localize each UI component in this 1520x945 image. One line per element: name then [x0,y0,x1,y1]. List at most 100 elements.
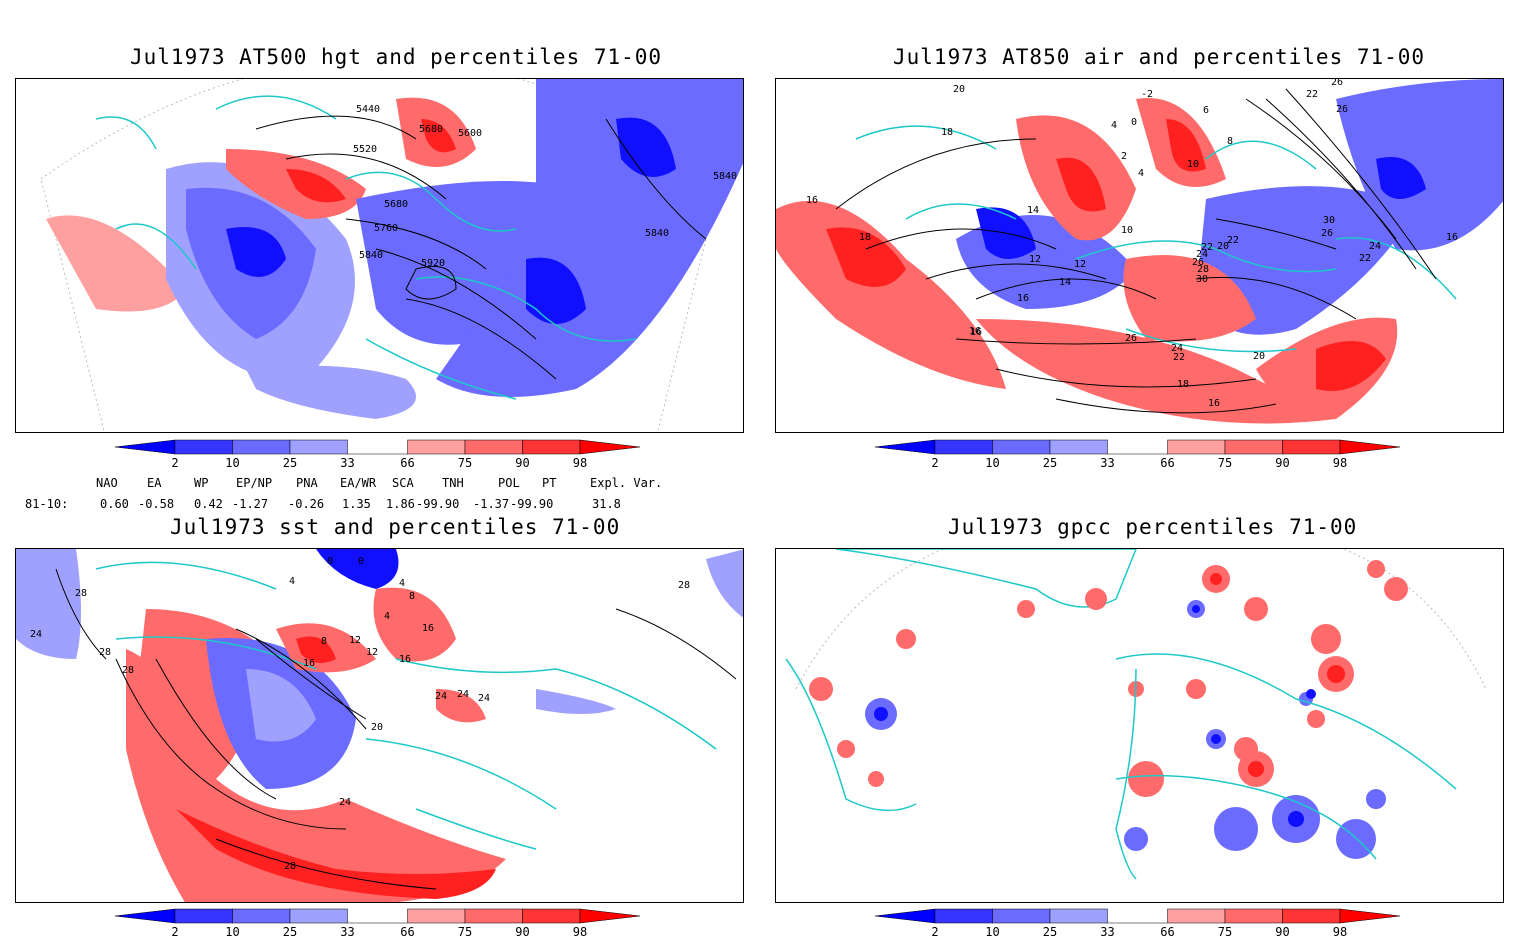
colorbar-tick-label: 66 [400,456,414,470]
colorbar-tick-label: 2 [931,456,938,470]
air-label-22: 26 [1336,104,1348,115]
air-label-25: 24 [1369,241,1381,252]
colorbar-segment [522,439,581,455]
colorbar-4: 2 10 25 33 66 75 90 98 [874,908,1405,945]
sst-label-9: 8 [321,636,327,647]
colorbar-segment [1167,439,1226,455]
air-label-34: 24 [1171,343,1183,354]
air-label-27: 20 [1217,241,1229,252]
colorbar-tick-label: 2 [171,456,178,470]
colorbar-tick-label: 75 [458,456,472,470]
colorbar-segment [579,908,641,924]
air-label-40: 16 [1446,232,1458,243]
air-label-18: 10 [1187,159,1199,170]
colorbar-tick-label: 98 [573,456,587,470]
idx-value-ea: -0.58 [138,497,175,511]
sst-label-16: 20 [371,722,383,733]
contour-label-5520: 5520 [353,144,377,155]
idx-value-epnp: -1.27 [232,497,269,511]
panel-title-sst: Jul1973 sst and percentiles 71-00 [170,515,621,539]
air-label-33: 26 [1125,333,1137,344]
idx-header-ea: EA [147,476,162,490]
colorbar-tick-label: 25 [1043,456,1057,470]
air-label-37: 18 [1177,379,1189,390]
idx-value-pt: -99.90 [510,497,554,511]
colorbar-tick-label: 10 [225,925,239,939]
idx-header-epnp: EP/NP [236,476,273,490]
idx-value-tnh: -99.90 [416,497,460,511]
colorbar-segment [579,439,641,455]
colorbar-segment [174,908,233,924]
colorbar-segment [174,439,233,455]
air-label-23: 30 [1323,215,1335,226]
colorbar-tick-label: 90 [1275,456,1289,470]
map-panel-hgt: 5440 5520 5680 5600 5680 5760 5840 5920 … [15,78,744,433]
idx-row-label: 81-10: [25,497,69,511]
colorbar-tick-label: 33 [1100,925,1114,939]
contour-label-5680-b: 5680 [384,199,408,210]
sst-label-14: 12 [349,635,361,646]
colorbar-segment [1339,439,1401,455]
idx-header-eawr: EA/WR [340,476,377,490]
contour-label-5840-b: 5840 [645,228,669,239]
sst-label-7: 4 [399,578,405,589]
idx-value-wp: 0.42 [194,497,223,511]
colorbar-tick-label: 75 [458,925,472,939]
colorbar-segment [407,908,466,924]
contour-label-5840-c: 5840 [713,171,737,182]
air-label-19: 26 [1331,79,1343,88]
sst-label-10: 8 [409,591,415,602]
colorbar-tick-label: 66 [1160,456,1174,470]
colorbar-tick-label: 10 [985,456,999,470]
idx-value-explvar: 31.8 [592,497,621,511]
air-label-10: 10 [1121,225,1133,236]
map-hgt: 5440 5520 5680 5600 5680 5760 5840 5920 … [40,79,743,432]
colorbar-1: 2 10 25 33 66 75 90 98 [114,439,645,476]
colorbar-segment [934,908,993,924]
panel-title-hgt: Jul1973 AT500 hgt and percentiles 71-00 [130,45,663,69]
air-label-28: 22 [1201,242,1213,253]
colorbar-tick-label: 2 [171,925,178,939]
map-panel-air: 20 18 16 18 14 12 12 14 16 16 10 -2 4 0 … [775,78,1504,433]
colorbar-tick-label: 10 [985,925,999,939]
air-label-24: 26 [1321,228,1333,239]
colorbar-segment [522,908,581,924]
idx-header-pt: PT [542,476,557,490]
colorbar-tick-label: 25 [283,925,297,939]
colorbar-segment [114,439,176,455]
colorbar-tick-label: 90 [515,456,529,470]
colorbar-tick-label: 10 [225,456,239,470]
idx-header-pol: POL [498,476,520,490]
colorbar-tick-label: 75 [1218,456,1232,470]
colorbar-segment [874,439,936,455]
sst-label-18: 24 [435,691,447,702]
sst-label-12: 16 [303,658,315,669]
idx-value-sca: 1.86 [386,497,415,511]
map-sst: 28 24 28 28 0 0 4 4 4 8 8 12 16 16 12 16… [16,549,743,902]
sst-label-0: 28 [75,588,87,599]
air-label-1: 18 [941,127,953,138]
air-label-36: 20 [1253,351,1265,362]
contour-label-5760: 5760 [374,223,398,234]
air-label-5: 12 [1029,254,1041,265]
idx-header-explvar: Expl. Var. [590,476,663,490]
sst-label-2: 28 [99,647,111,658]
map-air: 20 18 16 18 14 12 12 14 16 16 10 -2 4 0 … [776,79,1503,424]
colorbar-segment [992,908,1051,924]
idx-value-eawr: 1.35 [342,497,371,511]
sst-label-1: 24 [30,629,42,640]
colorbar-segment [1282,908,1341,924]
sst-label-20: 24 [478,693,490,704]
colorbar-segment [464,908,523,924]
colorbar-segment [1339,908,1401,924]
colorbar-tick-label: 33 [340,925,354,939]
sst-label-8: 4 [384,611,390,622]
map-panel-sst: 28 24 28 28 0 0 4 4 4 8 8 12 16 16 12 16… [15,548,744,903]
contour-label-5440: 5440 [356,104,380,115]
air-label-21: 22 [1359,253,1371,264]
contour-label-5680: 5680 [419,124,443,135]
colorbar-segment [1282,439,1341,455]
colorbar-segment [934,439,993,455]
air-label-17: 8 [1227,136,1233,147]
air-label-8: 16 [1017,293,1029,304]
